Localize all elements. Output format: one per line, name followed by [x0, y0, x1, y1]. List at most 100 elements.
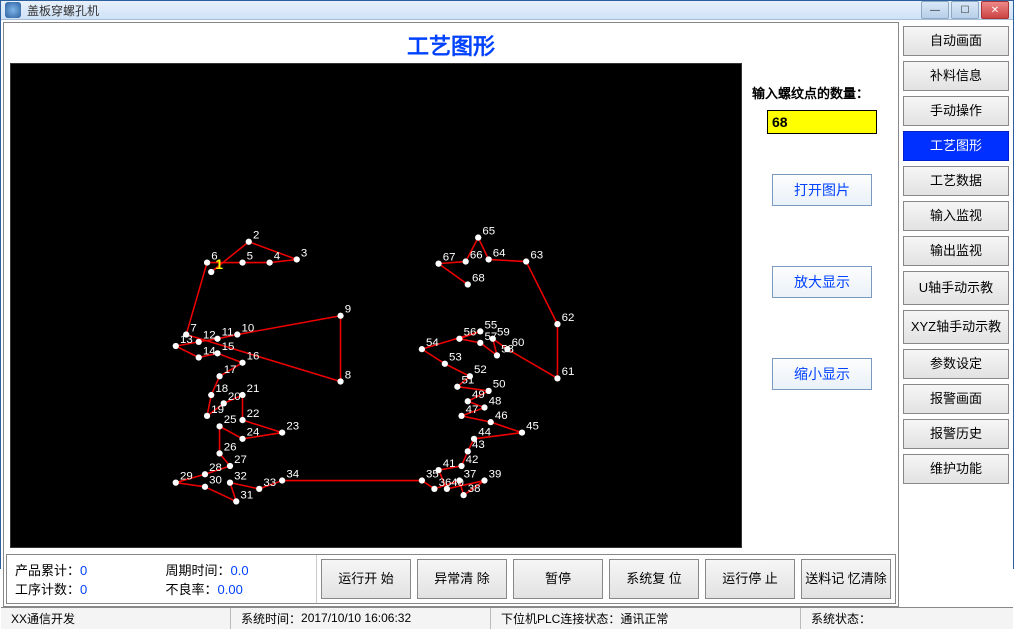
svg-text:49: 49	[472, 389, 485, 401]
svg-text:68: 68	[472, 272, 485, 284]
nav-sidebar: 自动画面补料信息手动操作工艺图形工艺数据输入监视输出监视 U轴手动示教 XYZ轴手动…	[901, 20, 1013, 607]
system-reset-button[interactable]: 系统复 位	[609, 559, 699, 599]
nav-button-10[interactable]: 报警画面	[903, 384, 1009, 414]
minimize-button[interactable]: —	[921, 1, 949, 19]
process-count-value: 0	[80, 582, 87, 597]
svg-text:46: 46	[495, 410, 508, 422]
cycle-time-label: 周期时间：	[166, 563, 231, 578]
sys-time-segment: 系统时间：2017/10/10 16:06:32	[231, 608, 491, 629]
run-start-button[interactable]: 运行开 始	[321, 559, 411, 599]
nav-button-11[interactable]: 报警历史	[903, 419, 1009, 449]
svg-text:21: 21	[247, 383, 260, 395]
svg-text:5: 5	[247, 250, 253, 262]
svg-text:63: 63	[530, 249, 543, 261]
svg-text:67: 67	[443, 252, 456, 264]
app-icon	[5, 2, 21, 18]
svg-text:59: 59	[497, 327, 510, 339]
zoom-out-button[interactable]: 缩小显示	[772, 358, 872, 390]
product-total-label: 产品累计：	[15, 563, 80, 578]
feed-memory-clear-button[interactable]: 送料记 忆清除	[801, 559, 891, 599]
svg-text:34: 34	[286, 468, 299, 480]
svg-text:16: 16	[247, 351, 260, 363]
svg-text:41: 41	[443, 458, 456, 470]
pause-button[interactable]: 暂停	[513, 559, 603, 599]
svg-text:47: 47	[466, 404, 479, 416]
svg-text:54: 54	[426, 337, 439, 349]
svg-text:32: 32	[234, 471, 247, 483]
svg-text:31: 31	[240, 489, 253, 501]
app-title: 盖板穿螺孔机	[27, 2, 921, 19]
bottom-buttons: 运行开 始 异常清 除 暂停 系统复 位 运行停 止 送料记 忆清除	[317, 555, 895, 603]
app-window: 盖板穿螺孔机 — ☐ ✕ 工艺图形 1234567891011121314151…	[0, 0, 1014, 569]
process-graph-canvas[interactable]: 1234567891011121314151617181920212223242…	[10, 63, 742, 548]
run-stop-button[interactable]: 运行停 止	[705, 559, 795, 599]
svg-text:40: 40	[451, 477, 464, 489]
svg-text:62: 62	[562, 312, 575, 324]
svg-text:13: 13	[180, 334, 193, 346]
nav-button-1[interactable]: 补料信息	[903, 61, 1009, 91]
svg-text:37: 37	[464, 468, 477, 480]
defect-rate-label: 不良率：	[166, 582, 218, 597]
bottom-bar: 产品累计：0 周期时间：0.0 工序计数：0 不良率：0.00 运行开 始 异常…	[6, 554, 896, 604]
comm-dev-segment: XX通信开发	[1, 608, 231, 629]
page-title: 工艺图形	[4, 23, 898, 63]
plc-status-segment: 下位机PLC连接状态：通讯正常	[491, 608, 801, 629]
process-count-label: 工序计数：	[15, 582, 80, 597]
nav-button-2[interactable]: 手动操作	[903, 96, 1009, 126]
nav-button-0[interactable]: 自动画面	[903, 26, 1009, 56]
svg-text:22: 22	[247, 408, 260, 420]
svg-text:39: 39	[489, 468, 502, 480]
nav-button-5[interactable]: 输入监视	[903, 201, 1009, 231]
svg-text:3: 3	[301, 247, 307, 259]
svg-text:52: 52	[474, 364, 487, 376]
svg-text:44: 44	[478, 427, 491, 439]
svg-text:61: 61	[562, 366, 575, 378]
stats-box: 产品累计：0 周期时间：0.0 工序计数：0 不良率：0.00	[7, 555, 317, 603]
svg-text:60: 60	[512, 337, 525, 349]
titlebar[interactable]: 盖板穿螺孔机 — ☐ ✕	[1, 1, 1013, 20]
nav-button-12[interactable]: 维护功能	[903, 454, 1009, 484]
svg-text:15: 15	[222, 341, 235, 353]
svg-text:42: 42	[466, 454, 479, 466]
svg-text:55: 55	[484, 319, 497, 331]
svg-text:12: 12	[203, 330, 216, 342]
svg-text:9: 9	[345, 304, 351, 316]
product-total-value: 0	[80, 563, 87, 578]
maximize-button[interactable]: ☐	[951, 1, 979, 19]
svg-text:17: 17	[224, 364, 237, 376]
nav-button-8[interactable]: XYZ轴手动示教	[903, 310, 1009, 344]
nav-button-9[interactable]: 参数设定	[903, 349, 1009, 379]
nav-button-4[interactable]: 工艺数据	[903, 166, 1009, 196]
svg-text:18: 18	[215, 383, 228, 395]
nav-button-3[interactable]: 工艺图形	[903, 131, 1009, 161]
thread-count-input[interactable]	[767, 110, 877, 134]
defect-rate-value: 0.00	[218, 582, 243, 597]
status-bar: XX通信开发 系统时间：2017/10/10 16:06:32 下位机PLC连接…	[1, 607, 1013, 629]
process-graph-svg: 1234567891011121314151617181920212223242…	[11, 64, 741, 547]
nav-button-7[interactable]: U轴手动示教	[903, 271, 1009, 305]
open-image-button[interactable]: 打开图片	[772, 174, 872, 206]
svg-text:6: 6	[211, 250, 217, 262]
svg-text:11: 11	[222, 327, 234, 339]
close-button[interactable]: ✕	[981, 1, 1009, 19]
svg-text:20: 20	[228, 391, 241, 403]
svg-text:45: 45	[526, 420, 539, 432]
svg-text:50: 50	[493, 379, 506, 391]
main-content: 工艺图形 12345678910111213141516171819202122…	[3, 22, 899, 607]
error-clear-button[interactable]: 异常清 除	[417, 559, 507, 599]
svg-text:4: 4	[274, 250, 281, 262]
svg-text:33: 33	[263, 477, 276, 489]
right-panel: 输入螺纹点的数量： 打开图片 放大显示 缩小显示	[752, 63, 892, 548]
svg-text:10: 10	[241, 322, 254, 334]
sys-status-segment: 系统状态：	[801, 608, 881, 629]
svg-text:24: 24	[247, 427, 260, 439]
zoom-in-button[interactable]: 放大显示	[772, 266, 872, 298]
thread-count-label: 输入螺纹点的数量：	[752, 83, 869, 102]
svg-text:27: 27	[234, 454, 247, 466]
svg-text:56: 56	[464, 327, 477, 339]
nav-button-6[interactable]: 输出监视	[903, 236, 1009, 266]
svg-text:14: 14	[203, 345, 216, 357]
svg-text:65: 65	[482, 225, 495, 237]
svg-text:29: 29	[180, 471, 193, 483]
svg-text:26: 26	[224, 441, 237, 453]
